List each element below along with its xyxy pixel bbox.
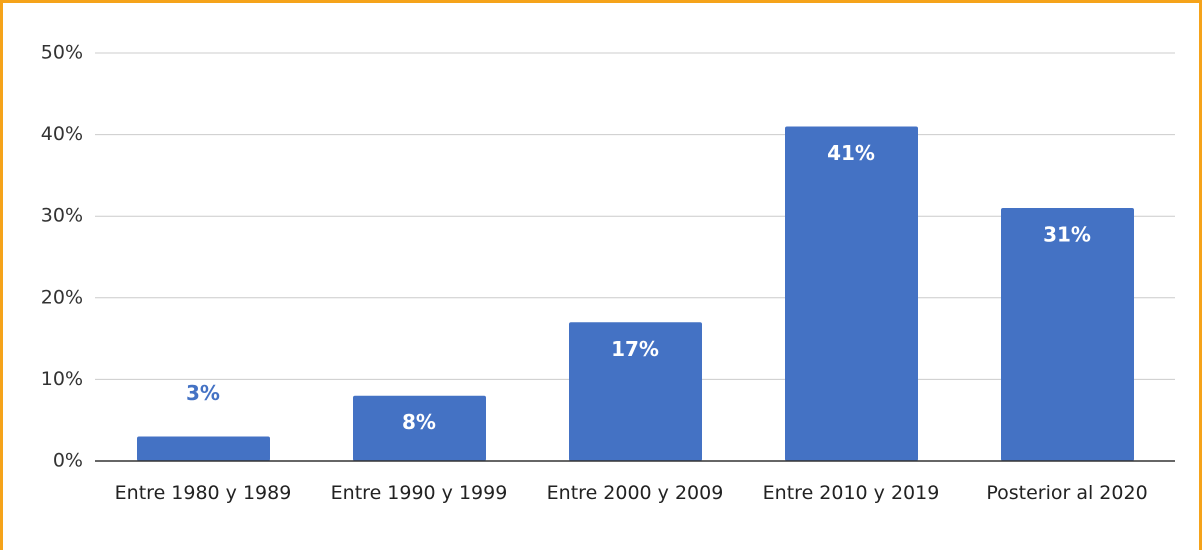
x-tick-label: Posterior al 2020 <box>986 482 1148 504</box>
y-tick-label: 30% <box>41 205 83 227</box>
y-tick-label: 20% <box>41 286 83 308</box>
chart: 0% 10% 20% 30% 40% 50% 3% 8% 17% 41% 31% <box>41 42 1175 472</box>
data-label: 3% <box>186 381 220 405</box>
y-tick-label: 10% <box>41 368 83 390</box>
bar <box>137 436 270 461</box>
x-tick-label: Entre 2010 y 2019 <box>762 482 940 504</box>
x-tick-label: Entre 1990 y 1999 <box>330 482 508 504</box>
data-label: 41% <box>827 141 875 165</box>
bar <box>785 126 918 461</box>
data-label: 31% <box>1043 223 1091 247</box>
bar <box>569 322 702 461</box>
bar <box>1001 208 1134 461</box>
y-tick-label: 50% <box>41 42 83 64</box>
x-tick-label: Entre 1980 y 1989 <box>114 482 292 504</box>
y-tick-label: 40% <box>41 123 83 145</box>
bar <box>353 395 486 461</box>
data-label: 17% <box>611 337 659 361</box>
y-tick-label: 0% <box>53 450 83 472</box>
x-tick-label: Entre 2000 y 2009 <box>546 482 724 504</box>
data-label: 8% <box>402 410 436 434</box>
